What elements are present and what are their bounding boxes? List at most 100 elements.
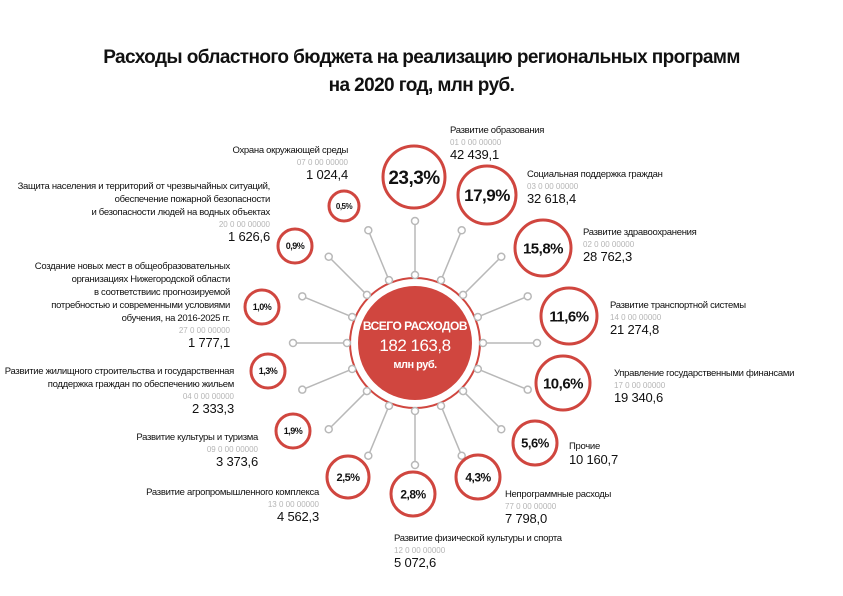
program-code: 17 0 00 00000	[614, 381, 666, 390]
spoke-line	[367, 405, 390, 457]
spoke-line	[328, 256, 368, 296]
spoke-node	[497, 252, 506, 261]
program-amount: 1 024,4	[306, 167, 348, 182]
percent-bubble	[249, 352, 287, 390]
program-amount: 4 562,3	[277, 509, 319, 524]
program-code: 02 0 00 00000	[583, 240, 635, 249]
program-label: Развитие здравоохранения 02 0 00 00000 28 …	[583, 226, 697, 264]
spoke-node	[342, 338, 352, 348]
program-code: 03 0 00 00000	[527, 182, 579, 191]
percent-bubble	[511, 419, 559, 467]
spoke-node	[458, 290, 468, 300]
percent-bubble	[454, 453, 502, 501]
percent-label: 0,9%	[286, 241, 305, 251]
percent-bubble	[513, 218, 573, 278]
percent-bubble	[539, 286, 599, 346]
percent-bubble	[456, 164, 518, 226]
program-amount: 21 274,8	[610, 322, 660, 337]
spoke-node	[384, 401, 394, 411]
percent-bubble	[243, 288, 281, 326]
program-code: 27 0 00 00000	[178, 326, 230, 335]
percent-label: 11,6%	[549, 308, 588, 325]
spoke-line	[440, 229, 463, 281]
program-code: 12 0 00 00000	[394, 546, 446, 555]
program-amount: 19 340,6	[614, 390, 664, 405]
spoke-node	[473, 364, 483, 374]
spoke-line	[462, 256, 502, 296]
spoke-node	[364, 226, 373, 235]
spoke-node	[410, 406, 420, 416]
program-name: Развитие транспортной системы	[610, 300, 746, 311]
program-name: Развитие жилищного строительства и госуд…	[4, 366, 235, 390]
percent-bubble	[327, 189, 361, 223]
percent-bubble	[389, 470, 437, 518]
spoke-node	[436, 401, 446, 411]
spoke-node	[347, 312, 357, 322]
spoke-node	[523, 292, 532, 301]
program-name: Развитие здравоохранения	[583, 227, 697, 238]
program-code: 09 0 00 00000	[206, 445, 258, 454]
spoke-node	[457, 451, 466, 460]
program-label: Развитие жилищного строительства и госуд…	[4, 365, 235, 416]
spoke-node	[364, 451, 373, 460]
percent-label: 17,9%	[464, 186, 510, 205]
program-label: Развитие образования 01 0 00 00000 42 439,…	[450, 124, 544, 162]
chart-title: Расходы областного бюджета на реализацию…	[103, 47, 740, 96]
spoke-node	[436, 275, 446, 285]
spoke-node	[410, 460, 420, 470]
program-amount: 10 160,7	[569, 452, 619, 467]
spoke-node	[347, 364, 357, 374]
percent-bubble	[534, 354, 592, 412]
spoke-node	[410, 216, 420, 226]
percent-label: 4,3%	[465, 470, 491, 484]
percent-bubble	[325, 454, 371, 500]
spoke-node	[458, 386, 468, 396]
program-name: Создание новых мест в общеобразовательны…	[34, 261, 231, 324]
program-name: Развитие образования	[450, 125, 545, 136]
program-code: 13 0 00 00000	[267, 500, 319, 509]
program-name: Социальная поддержка граждан	[527, 169, 663, 180]
program-code: 20 0 00 00000	[218, 220, 270, 229]
percent-bubble	[274, 412, 312, 450]
program-label: Охрана окружающей среды 07 0 00 00000 1 02…	[232, 144, 348, 182]
program-name: Развитие культуры и туризма	[136, 432, 258, 443]
program-label: Социальная поддержка граждан 03 0 00 0000…	[527, 168, 663, 206]
spoke-node	[362, 386, 372, 396]
program-amount: 2 333,3	[192, 401, 234, 416]
spoke-line	[440, 405, 463, 457]
center-unit: млн руб.	[393, 359, 437, 371]
program-label: Управление государственными финансами 17 …	[614, 367, 794, 405]
program-amount: 7 798,0	[505, 511, 547, 526]
program-label: Прочие 10 160,7	[569, 440, 618, 467]
spoke-line	[477, 368, 529, 391]
percent-label: 23,3%	[388, 168, 440, 189]
spoke-node	[384, 275, 394, 285]
program-amount: 28 762,3	[583, 249, 633, 264]
program-amount: 1 777,1	[188, 335, 230, 350]
program-amount: 32 618,4	[527, 191, 577, 206]
spoke-node	[324, 252, 333, 261]
percent-label: 2,5%	[336, 472, 360, 484]
spoke-line	[301, 368, 353, 391]
spoke-node	[457, 226, 466, 235]
center-disc	[358, 286, 472, 400]
program-label: Развитие транспортной системы 14 0 00 000…	[610, 299, 746, 337]
percent-label: 1,0%	[253, 302, 272, 312]
center-total-value: 182 163,8	[379, 336, 450, 355]
spoke-line	[328, 390, 368, 430]
percent-bubble	[276, 227, 314, 265]
program-label: Защита населения и территорий от чрезвыч…	[18, 180, 271, 244]
program-code: 07 0 00 00000	[296, 158, 348, 167]
program-name: Охрана окружающей среды	[232, 145, 348, 156]
percent-label: 0,5%	[336, 202, 353, 211]
spoke-node	[478, 338, 488, 348]
percent-label: 10,6%	[543, 375, 583, 392]
spoke-line	[367, 229, 390, 281]
program-code: 04 0 00 00000	[182, 392, 234, 401]
program-amount: 42 439,1	[450, 147, 500, 162]
center-label: ВСЕГО РАСХОДОВ	[363, 319, 468, 333]
spoke-node	[298, 385, 307, 394]
program-amount: 3 373,6	[216, 454, 258, 469]
spoke-node	[473, 312, 483, 322]
